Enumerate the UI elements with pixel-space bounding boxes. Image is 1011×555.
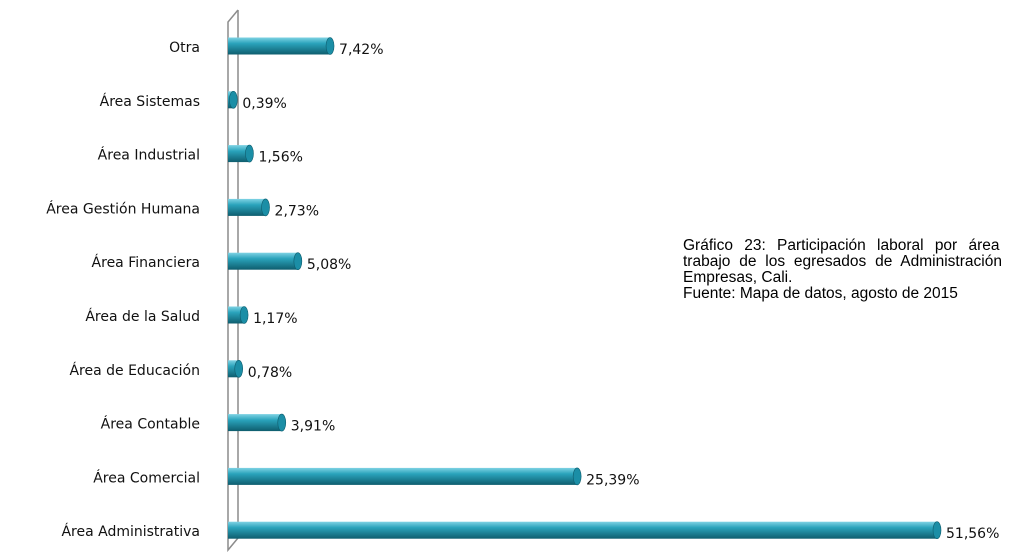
data-label: 51,56% [946, 526, 999, 542]
data-label: 0,78% [248, 365, 292, 381]
bar [228, 521, 937, 539]
bar-cap [261, 198, 270, 217]
bar-cap [932, 521, 942, 540]
bar-cap [245, 144, 254, 163]
caption-title: Gráfico 23: Participación laboral por ár… [683, 237, 1011, 286]
y-tick-label: Área de la Salud [85, 308, 200, 325]
data-label: 25,39% [586, 472, 639, 488]
data-label: 5,08% [307, 257, 351, 273]
data-label: 0,39% [242, 96, 286, 112]
bar-cap [572, 467, 582, 486]
axis-line [227, 9, 239, 553]
y-tick-label: Área Industrial [98, 147, 200, 164]
y-tick-label: Área Administrativa [61, 523, 200, 540]
bar [228, 37, 331, 55]
y-tick-label: Área Sistemas [100, 93, 200, 110]
bar [228, 414, 282, 432]
bar [228, 145, 250, 163]
data-label: 3,91% [291, 419, 335, 435]
bar-cap [277, 413, 287, 432]
data-label: 1,56% [258, 150, 302, 166]
y-tick-label: Área Contable [101, 416, 200, 433]
bar-cap [325, 37, 335, 55]
y-tick-label: Área Comercial [93, 469, 200, 486]
bar [228, 467, 578, 485]
y-tick-label: Área Financiera [92, 254, 200, 271]
caption-source: Fuente: Mapa de datos, agosto de 2015 [683, 285, 958, 302]
caption: Gráfico 23: Participación laboral por ár… [683, 238, 1011, 302]
bar-cap [293, 252, 303, 271]
bar-cap [234, 359, 244, 378]
y-tick-label: Área Gestión Humana [46, 200, 200, 217]
data-label: 2,73% [275, 203, 319, 219]
bar [228, 198, 266, 216]
y-tick-label: Área de Educación [69, 362, 200, 379]
bar-cap [239, 306, 249, 324]
bar [228, 306, 245, 324]
bar [228, 360, 239, 378]
data-label: 7,42% [339, 42, 383, 58]
bar [228, 252, 298, 270]
y-tick-label: Otra [169, 40, 200, 56]
bar-cap [229, 91, 238, 109]
data-label: 1,17% [253, 311, 297, 327]
